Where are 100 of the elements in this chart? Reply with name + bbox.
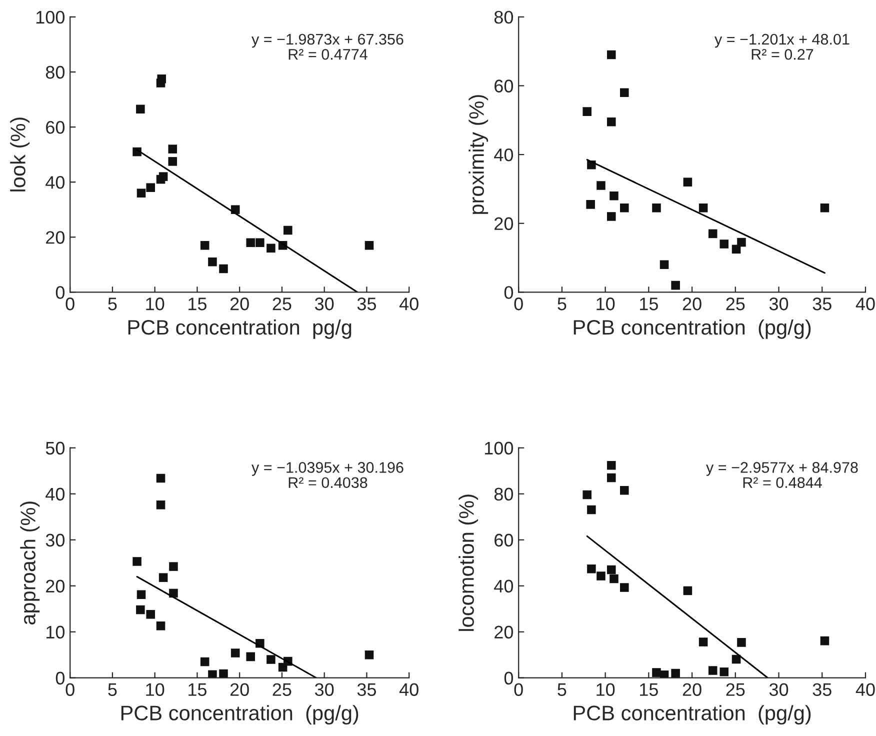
x-tick-label: 0 [514, 298, 523, 310]
point [737, 638, 746, 647]
point [587, 505, 596, 514]
point [136, 590, 146, 599]
annotation: y = −1.0395x + 30.196 [252, 462, 404, 476]
point [620, 486, 629, 495]
y-tick-label: 60 [494, 80, 514, 92]
y-tick-label: 20 [46, 580, 65, 593]
point [606, 117, 616, 126]
point [620, 88, 629, 98]
point [266, 244, 276, 253]
point [156, 500, 166, 510]
point [246, 238, 255, 248]
point [364, 241, 374, 250]
point [156, 474, 166, 483]
point [652, 204, 661, 212]
y-axis-title: look (%) [10, 118, 30, 192]
point [660, 670, 669, 678]
point [720, 240, 729, 248]
point [737, 238, 746, 247]
y-tick-label: 40 [494, 580, 514, 593]
point [620, 583, 629, 592]
point [219, 264, 228, 274]
point [158, 172, 168, 181]
x-tick-label: 35 [812, 683, 832, 696]
annotation: R² = 0.4774 [288, 48, 368, 60]
point [284, 226, 292, 235]
point [256, 238, 264, 248]
y-axis-title: approach (%) [20, 502, 40, 624]
point [671, 668, 680, 678]
x-tick-label: 15 [640, 298, 658, 310]
point [219, 669, 228, 678]
x-tick-label: 0 [514, 683, 523, 696]
x-tick-label: 20 [682, 683, 702, 696]
x-tick-label: 20 [230, 683, 249, 696]
point [683, 178, 692, 186]
x-tick-label: 0 [66, 683, 74, 696]
point [364, 650, 374, 660]
point [606, 212, 616, 221]
annotation: R² = 0.4844 [743, 477, 822, 488]
point [587, 564, 596, 574]
y-tick-label: 40 [46, 488, 65, 501]
y-axis-title: proximity (%) [468, 95, 488, 214]
point [208, 258, 217, 266]
point [157, 74, 166, 84]
point [606, 565, 616, 574]
point [683, 586, 692, 596]
x-tick-label: 40 [856, 683, 875, 696]
x-axis-title: PCB concentration (pg/g) [121, 705, 358, 725]
y-tick-label: 20 [494, 217, 514, 230]
x-tick-label: 20 [682, 298, 702, 310]
y-tick-label: 20 [494, 626, 514, 639]
annotation: y = −2.9577x + 84.978 [706, 462, 858, 476]
point [169, 562, 178, 571]
x-tick-label: 35 [812, 298, 832, 310]
y-tick-label: 40 [494, 148, 514, 162]
x-tick-label: 10 [146, 683, 164, 696]
x-tick-label: 15 [640, 683, 658, 696]
y-tick-label: 0 [504, 286, 514, 299]
y-tick-label: 0 [56, 286, 65, 299]
y-tick-label: 80 [494, 10, 514, 24]
annotation: R² = 0.4038 [288, 477, 368, 488]
point [200, 241, 210, 250]
point [158, 573, 168, 582]
point [820, 204, 830, 212]
point [586, 200, 595, 209]
y-tick-label: 80 [46, 66, 65, 79]
y-tick-label: 20 [46, 231, 65, 244]
point [606, 460, 616, 470]
point [208, 670, 217, 678]
y-tick-label: 60 [46, 120, 65, 134]
point [698, 204, 708, 212]
point [820, 636, 830, 646]
x-axis-title: PCB concentration (pg/g) [574, 705, 811, 725]
x-tick-label: 30 [314, 298, 334, 310]
point [596, 572, 606, 580]
x-tick-label: 40 [856, 298, 875, 310]
point [708, 229, 718, 238]
point [168, 144, 178, 154]
point [200, 657, 210, 666]
point [582, 107, 592, 116]
point [671, 280, 680, 290]
annotation: R² = 0.27 [752, 48, 814, 60]
x-tick-label: 30 [769, 683, 788, 696]
x-axis-title: PCB concentration (pg/g) [574, 319, 811, 339]
point [610, 191, 618, 200]
x-tick-label: 20 [230, 298, 249, 310]
x-tick-label: 25 [726, 683, 745, 696]
point [660, 260, 669, 270]
point [620, 204, 629, 212]
point [136, 104, 145, 114]
x-tick-label: 25 [272, 298, 292, 310]
point [582, 490, 592, 500]
point [708, 666, 718, 675]
x-tick-label: 10 [146, 298, 164, 310]
y-axis-title: locomotion (%) [458, 494, 478, 631]
y-tick-label: 30 [46, 534, 65, 547]
point [156, 621, 166, 630]
point [136, 605, 145, 614]
x-tick-label: 25 [272, 683, 292, 696]
